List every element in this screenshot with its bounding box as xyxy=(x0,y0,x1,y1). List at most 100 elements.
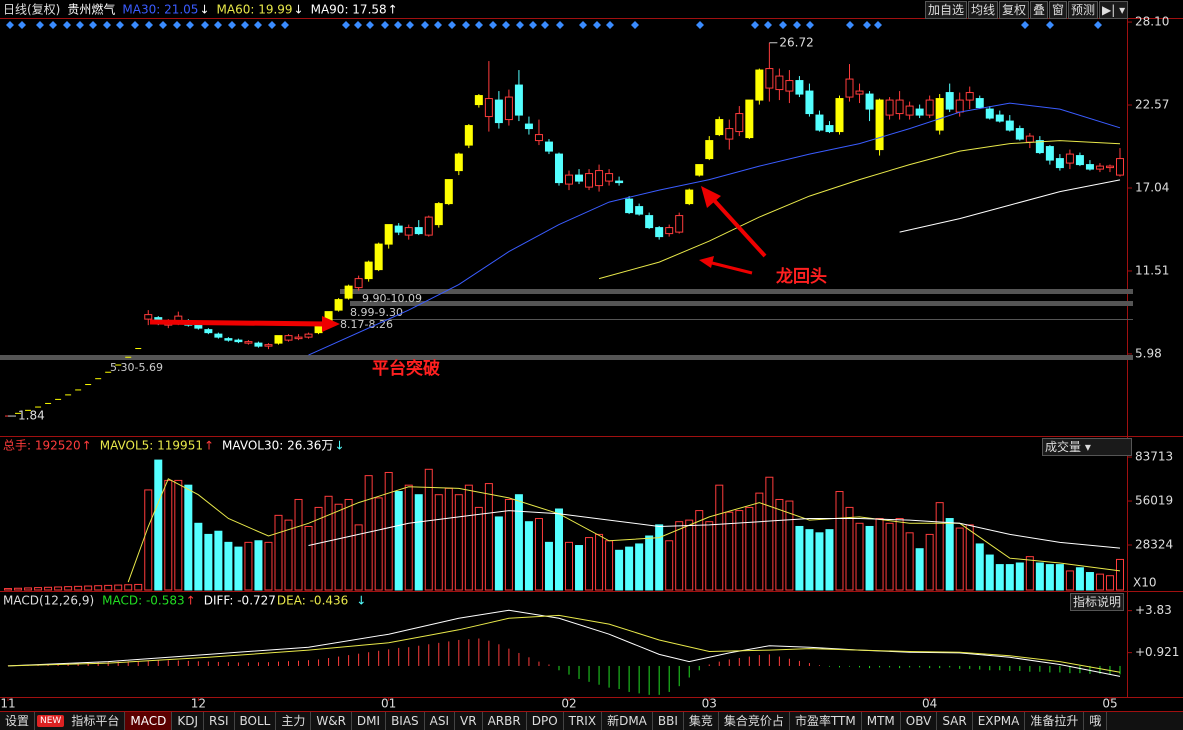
volume-bar xyxy=(825,529,834,591)
candle-body xyxy=(244,341,253,344)
candle-body xyxy=(1065,153,1074,164)
tab[interactable]: W&R xyxy=(311,712,352,730)
tab[interactable]: OBV xyxy=(901,712,938,730)
volume-bar xyxy=(94,585,103,591)
legend-label: ↓ xyxy=(199,3,209,17)
volume-bar xyxy=(625,546,634,591)
signal-marker xyxy=(696,21,704,29)
legend-label: DIFF: -0.727 xyxy=(204,594,276,608)
y-tick-label: 83713 xyxy=(1135,450,1173,464)
tab[interactable]: DPO xyxy=(527,712,564,730)
signal-marker xyxy=(268,21,276,29)
toolbar-button[interactable]: 复权 xyxy=(999,1,1030,19)
candle-body xyxy=(715,119,724,136)
volume-bar xyxy=(274,514,283,591)
candle-body xyxy=(414,227,423,235)
tab[interactable]: EXPMA xyxy=(973,712,1026,730)
volume-bar xyxy=(1035,562,1044,591)
volume-bar xyxy=(144,489,153,591)
tab[interactable]: BBI xyxy=(653,712,684,730)
signal-marker xyxy=(448,21,456,29)
tab[interactable]: MTM xyxy=(862,712,901,730)
signal-marker xyxy=(434,21,442,29)
candle-body xyxy=(755,69,764,101)
range-label: 8.17-8.26 xyxy=(340,318,393,331)
volume-bar xyxy=(975,543,984,591)
new-badge: NEW xyxy=(37,715,65,727)
chart: 9.90-10.09 8.99-9.30 8.17-8.26 5.30-5.69… xyxy=(0,2,1183,711)
selector-label: 成交量 xyxy=(1045,440,1082,454)
volume-bar xyxy=(1045,564,1054,591)
legend-label: ↓ xyxy=(294,3,304,17)
volume-bar xyxy=(234,546,243,591)
toolbar-button[interactable]: 均线 xyxy=(968,1,999,19)
candle-body xyxy=(595,170,604,187)
range-band xyxy=(350,301,1133,306)
volume-bar xyxy=(424,468,433,591)
candle-body xyxy=(434,203,443,226)
volume-bar xyxy=(1055,564,1064,591)
signal-marker xyxy=(529,21,537,29)
signal-marker xyxy=(489,21,497,29)
x-tick-label: 11 xyxy=(0,697,15,711)
tab[interactable]: 集合竞价占 xyxy=(719,712,790,730)
tab[interactable]: BIAS xyxy=(386,712,425,730)
more-button[interactable]: ▶| ▾ xyxy=(1099,1,1129,19)
candle-body xyxy=(1045,146,1054,161)
volume-bar xyxy=(765,476,774,591)
tab[interactable]: 主力 xyxy=(276,712,312,730)
volume-bar xyxy=(815,532,824,591)
tab[interactable]: 集竞 xyxy=(684,712,719,730)
tab[interactable]: ASI xyxy=(425,712,456,730)
tab[interactable]: 指标平台 xyxy=(66,712,126,730)
help-button[interactable]: 指标说明 xyxy=(1070,593,1125,611)
candle-body xyxy=(254,342,263,347)
signal-marker xyxy=(394,21,402,29)
tab[interactable]: 设置 xyxy=(0,712,36,730)
volume-bar xyxy=(344,498,353,591)
volume-selector[interactable]: 成交量 ▾ xyxy=(1042,438,1132,456)
signal-marker xyxy=(36,21,44,29)
toolbar-button[interactable]: 叠 xyxy=(1030,1,1049,19)
tab[interactable]: ARBR xyxy=(483,712,527,730)
volume-bar xyxy=(44,586,53,591)
tab[interactable]: SAR xyxy=(937,712,973,730)
tab[interactable]: BOLL xyxy=(235,712,277,730)
candle-body xyxy=(1115,158,1124,176)
candle-body xyxy=(454,153,463,172)
tab[interactable]: TRIX xyxy=(564,712,603,730)
volume-bar xyxy=(374,497,383,591)
toolbar-button[interactable]: 加自选 xyxy=(925,1,968,19)
toolbar-button[interactable]: 窗 xyxy=(1049,1,1068,19)
candle-body xyxy=(264,344,273,347)
candle-body xyxy=(565,174,574,185)
volume-bar xyxy=(1105,575,1114,591)
tab[interactable]: 准备拉升 xyxy=(1025,712,1085,730)
candle-body xyxy=(344,285,353,299)
candle-body xyxy=(675,215,684,233)
tab[interactable]: 市盈率TTM xyxy=(790,712,862,730)
tab[interactable]: DMI xyxy=(352,712,387,730)
tab[interactable]: VR xyxy=(455,712,483,730)
legend-label: DEA: -0.436 xyxy=(277,594,348,608)
y-tick-label: 22.57 xyxy=(1135,98,1169,112)
tab[interactable]: 哦 xyxy=(1084,712,1108,730)
x-tick-label: 05 xyxy=(1102,697,1117,711)
extreme-label: 1.84 xyxy=(18,409,45,423)
signal-marker xyxy=(76,21,84,29)
signal-marker xyxy=(606,21,614,29)
toolbar-button[interactable]: 预测 xyxy=(1068,1,1099,19)
tab[interactable]: 新DMA xyxy=(602,712,653,730)
tab[interactable]: MACD xyxy=(125,712,173,730)
tab[interactable]: KDJ xyxy=(172,712,204,730)
candle-body xyxy=(685,189,694,205)
candle-body xyxy=(224,338,233,341)
candle-body xyxy=(404,227,413,236)
volume-bar xyxy=(544,541,553,591)
legend-label: 总手: 192520 xyxy=(3,439,81,453)
volume-bar xyxy=(1085,572,1094,591)
tab[interactable]: RSI xyxy=(204,712,235,730)
volume-bar xyxy=(615,549,624,591)
candle-body xyxy=(1005,120,1014,131)
candle-body xyxy=(795,80,804,95)
